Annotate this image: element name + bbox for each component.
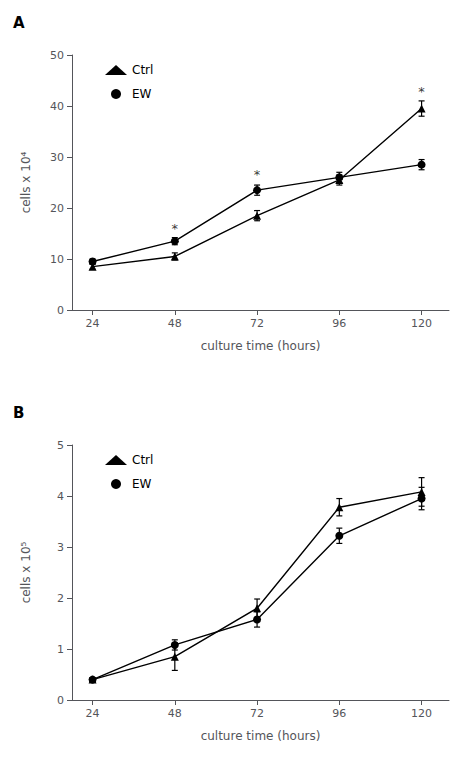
svg-text:culture time (hours): culture time (hours)	[201, 339, 321, 353]
svg-text:20: 20	[50, 202, 64, 215]
svg-text:B: B	[13, 404, 24, 422]
svg-text:96: 96	[332, 317, 346, 330]
svg-text:Ctrl: Ctrl	[132, 453, 153, 467]
svg-text:culture time (hours): culture time (hours)	[201, 729, 321, 743]
svg-text:30: 30	[50, 151, 64, 164]
svg-text:24: 24	[86, 317, 100, 330]
svg-text:Ctrl: Ctrl	[132, 63, 153, 77]
svg-text:A: A	[13, 14, 25, 32]
svg-text:10: 10	[50, 253, 64, 266]
svg-text:4: 4	[57, 490, 64, 503]
svg-text:50: 50	[50, 49, 64, 62]
svg-text:24: 24	[86, 707, 100, 720]
svg-text:72: 72	[250, 317, 264, 330]
svg-text:96: 96	[332, 707, 346, 720]
svg-text:120: 120	[411, 707, 432, 720]
svg-text:0: 0	[57, 304, 64, 317]
svg-text:*: *	[172, 221, 179, 236]
svg-text:cells x 10⁴: cells x 10⁴	[19, 151, 33, 213]
svg-text:5: 5	[57, 439, 64, 452]
svg-text:cells x 10⁵: cells x 10⁵	[19, 541, 33, 603]
svg-text:EW: EW	[132, 87, 152, 101]
svg-text:72: 72	[250, 707, 264, 720]
svg-text:EW: EW	[132, 477, 152, 491]
svg-text:3: 3	[57, 541, 64, 554]
svg-text:*: *	[254, 167, 261, 182]
svg-text:48: 48	[168, 317, 182, 330]
svg-text:*: *	[418, 84, 425, 99]
svg-text:48: 48	[168, 707, 182, 720]
svg-text:120: 120	[411, 317, 432, 330]
svg-text:40: 40	[50, 100, 64, 113]
svg-text:2: 2	[57, 592, 64, 605]
svg-text:0: 0	[57, 694, 64, 707]
svg-text:1: 1	[57, 643, 64, 656]
